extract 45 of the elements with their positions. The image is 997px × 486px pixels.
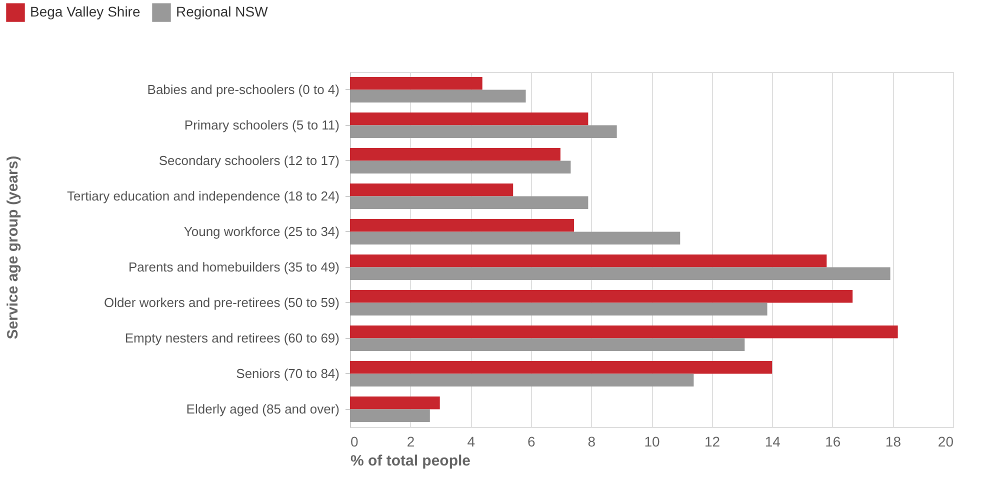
bar bbox=[350, 125, 617, 138]
x-tick-label: 16 bbox=[825, 434, 841, 450]
bar bbox=[350, 90, 526, 103]
bar bbox=[350, 267, 890, 280]
y-tick-label: Babies and pre-schoolers (0 to 4) bbox=[147, 82, 340, 97]
bar bbox=[350, 160, 571, 174]
bar bbox=[350, 112, 588, 126]
bar bbox=[350, 196, 588, 210]
bar bbox=[350, 338, 745, 352]
y-tick-label: Older workers and pre-retirees (50 to 59) bbox=[104, 294, 340, 310]
bar bbox=[350, 360, 772, 374]
y-tick-label: Secondary schoolers (12 to 17) bbox=[158, 152, 340, 168]
x-axis-title: % of total people bbox=[350, 452, 470, 470]
bar bbox=[350, 396, 440, 410]
bar bbox=[350, 290, 853, 303]
bar bbox=[350, 409, 430, 422]
x-tick-label: 2 bbox=[406, 434, 415, 450]
x-tick-label: 12 bbox=[704, 434, 720, 450]
y-tick-label: Seniors (70 to 84) bbox=[236, 366, 340, 381]
y-tick-label: Primary schoolers (5 to 11) bbox=[184, 117, 340, 132]
bar bbox=[350, 218, 574, 232]
x-tick-label: 14 bbox=[764, 434, 781, 450]
x-tick-label: 8 bbox=[588, 434, 596, 450]
bar bbox=[350, 302, 768, 316]
x-tick-label: 0 bbox=[350, 434, 358, 450]
bar bbox=[350, 183, 514, 196]
bar bbox=[350, 325, 898, 338]
legend-label: Bega Valley Shire bbox=[30, 4, 140, 20]
bar bbox=[350, 374, 694, 387]
x-tick-label: 4 bbox=[467, 434, 476, 450]
x-tick-label: 10 bbox=[644, 434, 660, 450]
bar bbox=[350, 254, 827, 268]
y-tick-label: Parents and homebuilders (35 to 49) bbox=[128, 259, 340, 274]
y-tick-label: Elderly aged (85 and over) bbox=[186, 401, 340, 416]
bar bbox=[350, 148, 560, 161]
y-tick-label: Tertiary education and independence (18 to 24) bbox=[67, 188, 340, 204]
bar bbox=[350, 76, 482, 90]
y-axis-title: Service age group (years) bbox=[4, 156, 22, 340]
bar bbox=[350, 232, 680, 245]
x-tick-label: 20 bbox=[938, 434, 954, 450]
x-tick-label: 18 bbox=[885, 434, 902, 450]
x-tick-label: 6 bbox=[528, 434, 536, 450]
legend-label: Regional NSW bbox=[176, 4, 269, 20]
y-tick-label: Young workforce (25 to 34) bbox=[184, 224, 340, 239]
y-tick-label: Empty nesters and retirees (60 to 69) bbox=[124, 330, 340, 346]
